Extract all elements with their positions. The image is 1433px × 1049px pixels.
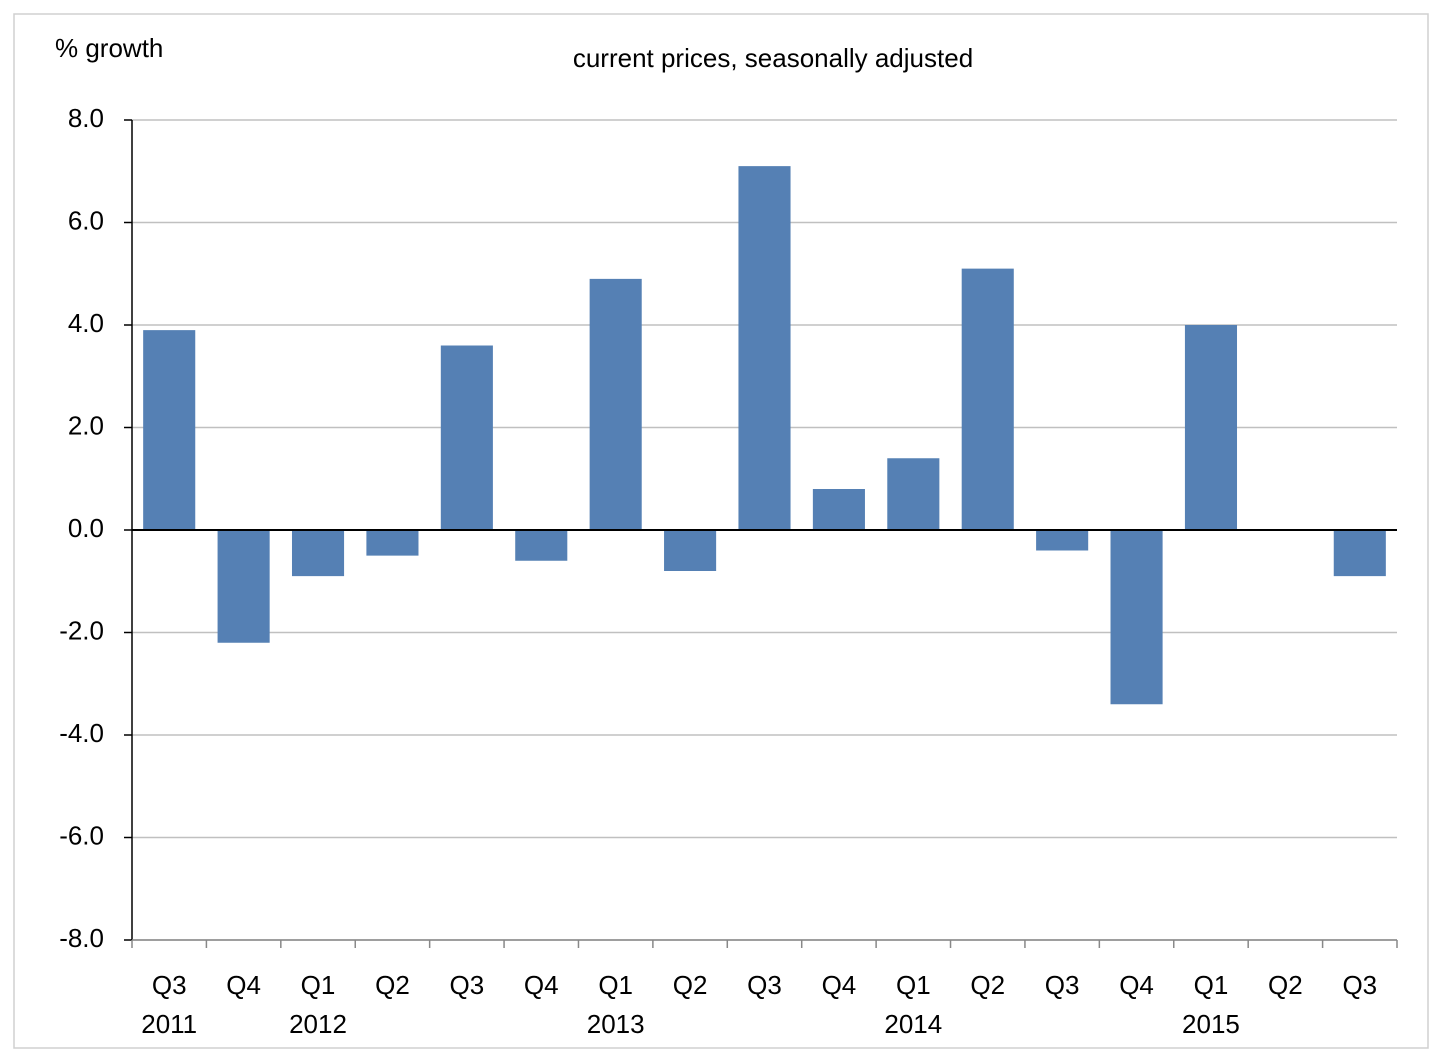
bar <box>961 268 1014 530</box>
x-tick-label: Q3 <box>152 970 187 1000</box>
y-tick-label: -8.0 <box>59 923 104 953</box>
x-tick-label: Q3 <box>1342 970 1377 1000</box>
y-tick-label: -4.0 <box>59 718 104 748</box>
bar <box>738 166 791 530</box>
y-tick-label: 2.0 <box>68 410 104 440</box>
bar <box>143 330 196 530</box>
x-tick-label: Q1 <box>301 970 336 1000</box>
y-tick-label: 0.0 <box>68 513 104 543</box>
bar <box>515 530 568 561</box>
bar <box>291 530 345 577</box>
x-tick-label: Q2 <box>673 970 708 1000</box>
bar <box>1036 530 1089 551</box>
bar <box>366 530 419 556</box>
x-tick-label: Q4 <box>524 970 559 1000</box>
y-tick-label: 8.0 <box>68 103 104 133</box>
x-tick-label: Q1 <box>598 970 633 1000</box>
x-tick-label: Q3 <box>747 970 782 1000</box>
x-tick-label: Q4 <box>822 970 857 1000</box>
x-tick-label: Q4 <box>226 970 261 1000</box>
bar <box>589 278 642 530</box>
x-tick-label: Q2 <box>1268 970 1303 1000</box>
x-group-label: 2012 <box>289 1009 347 1039</box>
bar <box>440 345 493 530</box>
x-tick-label: Q1 <box>896 970 931 1000</box>
x-tick-label: Q2 <box>375 970 410 1000</box>
x-group-label: 2011 <box>141 1009 197 1039</box>
x-tick-label: Q4 <box>1119 970 1154 1000</box>
x-tick-label: Q1 <box>1194 970 1229 1000</box>
x-group-label: 2013 <box>587 1009 645 1039</box>
bar <box>1110 530 1163 705</box>
x-tick-label: Q3 <box>450 970 485 1000</box>
x-tick-label: Q3 <box>1045 970 1080 1000</box>
bar <box>1184 325 1238 530</box>
y-tick-label: -2.0 <box>59 615 104 645</box>
y-axis-title: % growth <box>55 33 163 63</box>
bar <box>664 530 717 571</box>
y-tick-label: -6.0 <box>59 820 104 850</box>
x-group-label: 2015 <box>1182 1009 1240 1039</box>
chart-title: current prices, seasonally adjusted <box>573 43 973 73</box>
bar <box>887 458 940 530</box>
x-tick-label: Q2 <box>970 970 1005 1000</box>
x-group-label: 2014 <box>884 1009 942 1039</box>
y-tick-label: 4.0 <box>68 308 104 338</box>
bar <box>1333 530 1386 577</box>
y-tick-label: 6.0 <box>68 205 104 235</box>
bar <box>217 530 270 643</box>
bar <box>812 489 865 530</box>
